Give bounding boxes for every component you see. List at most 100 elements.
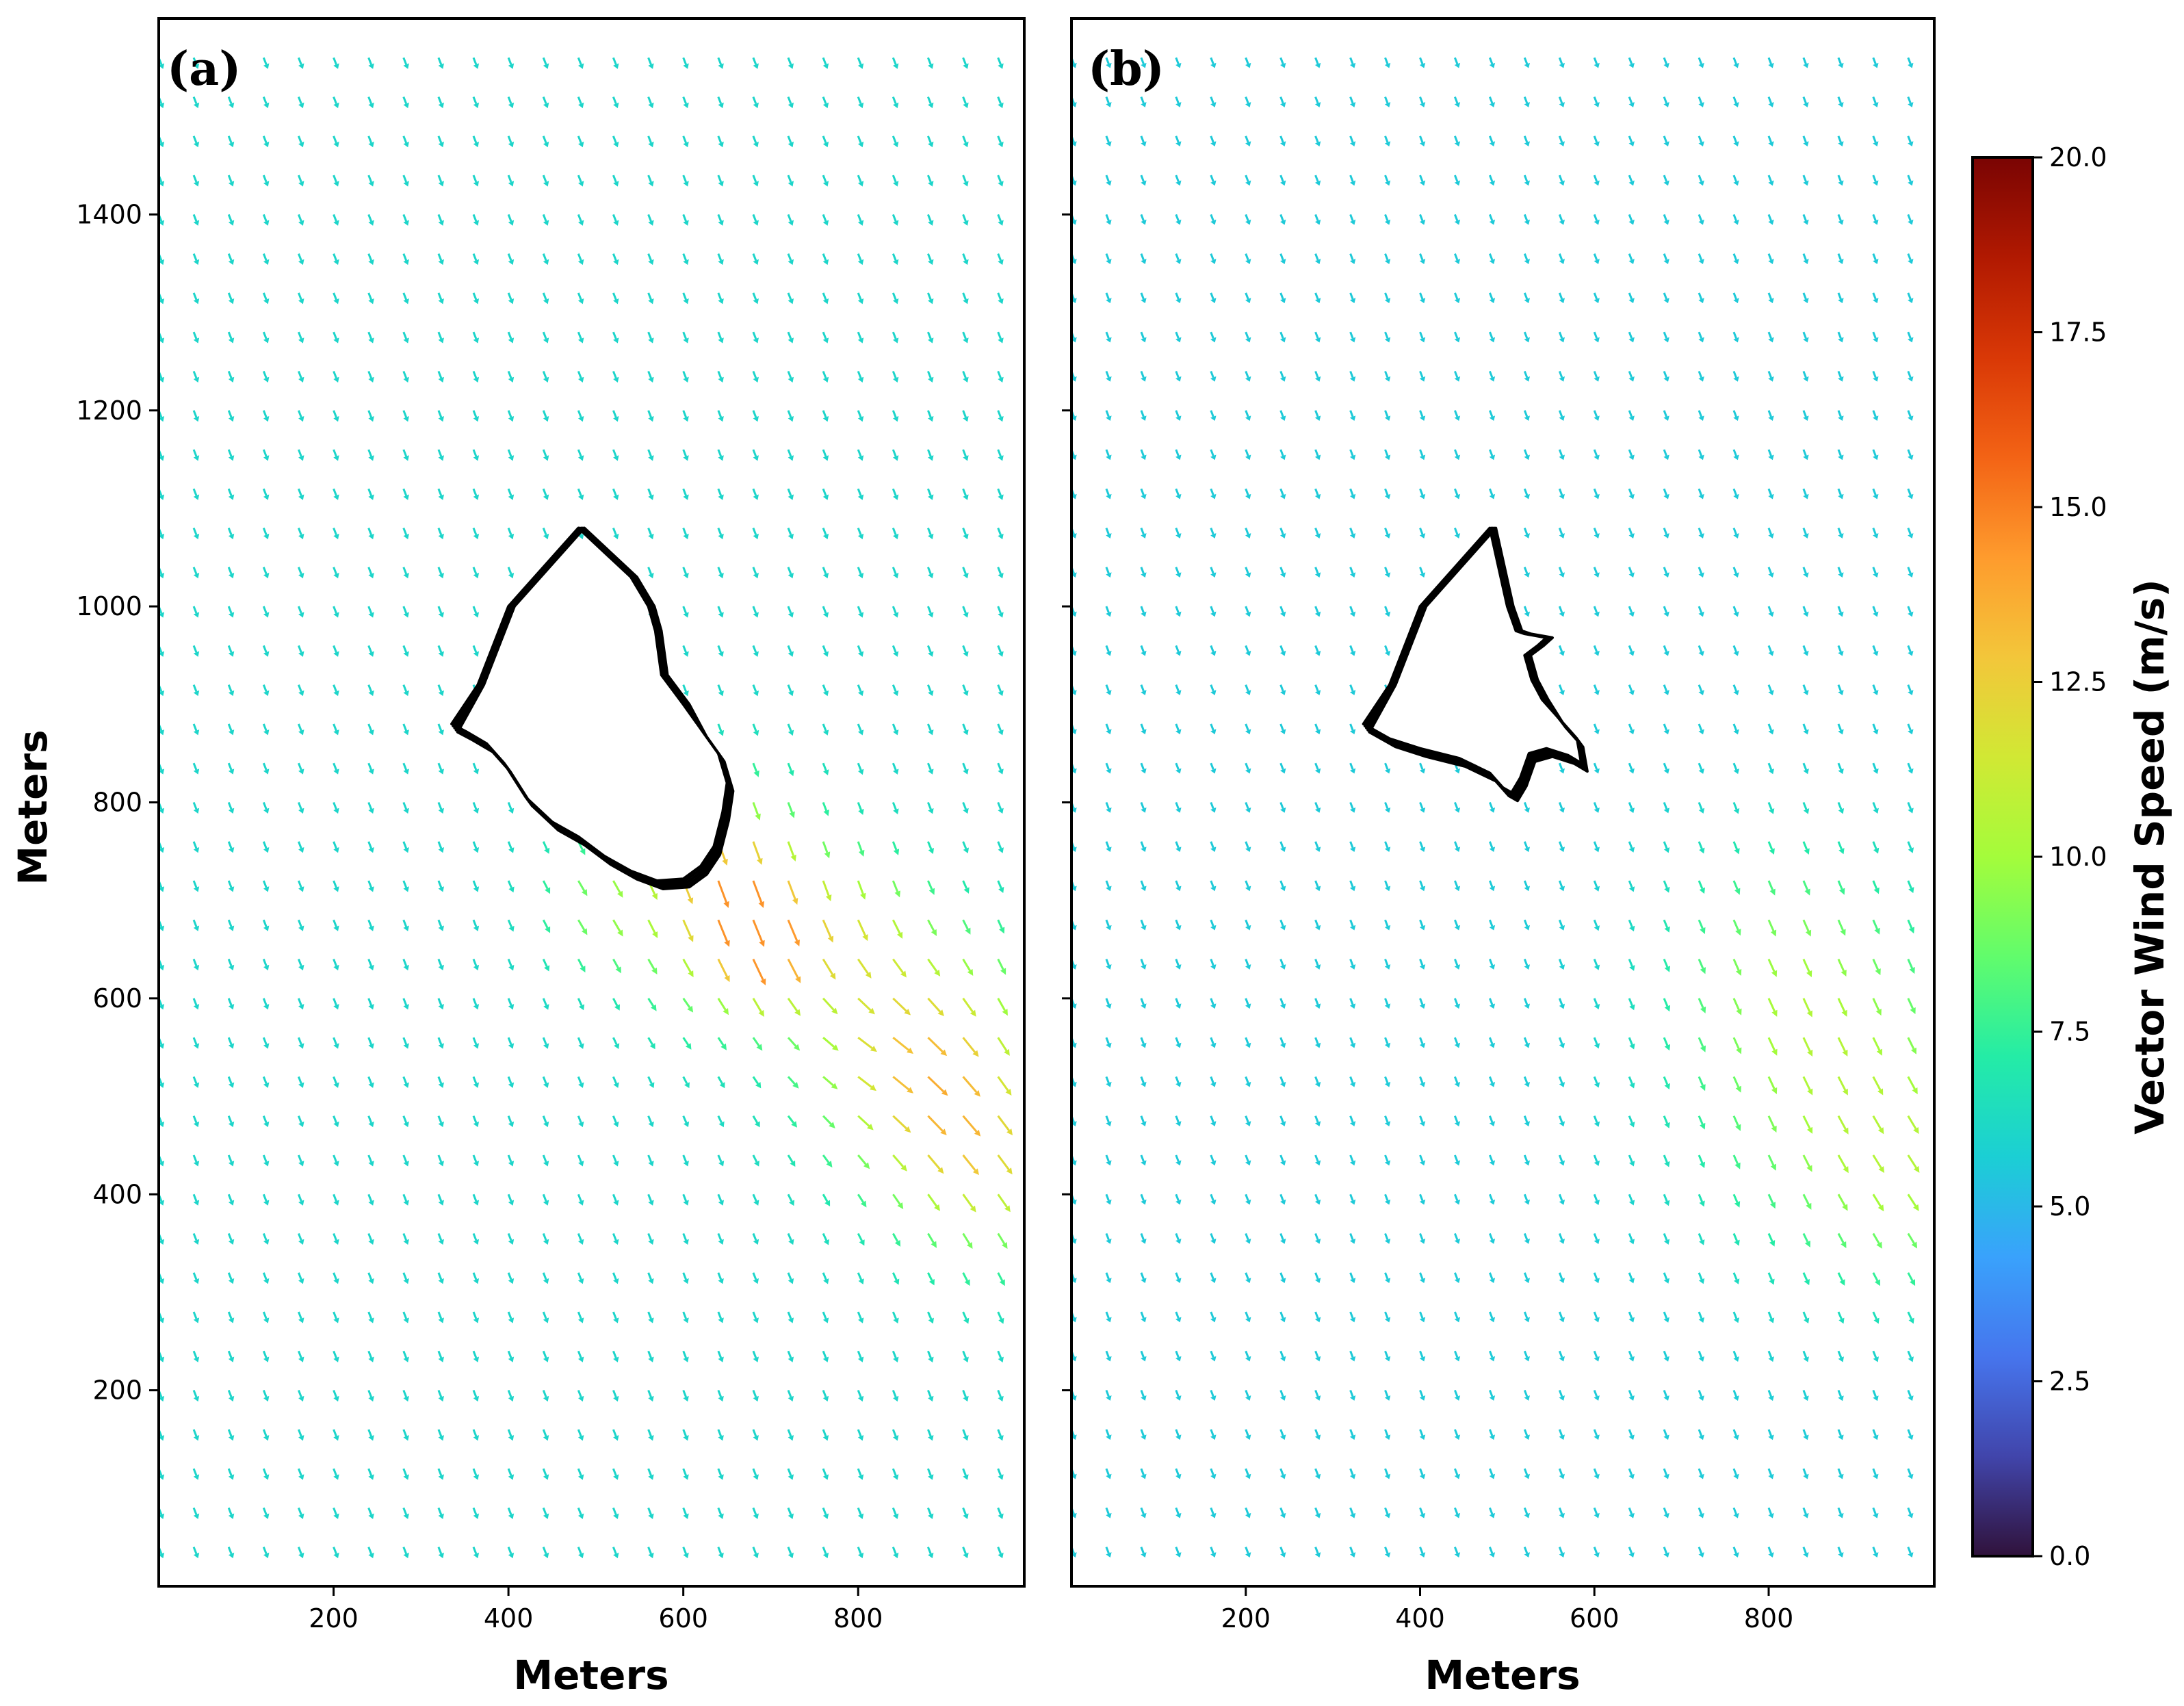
wind-vector — [1872, 1311, 1880, 1324]
wind-vector — [1732, 645, 1739, 656]
wind-vector — [1210, 331, 1217, 343]
wind-vector — [1140, 880, 1147, 892]
wind-vector — [227, 684, 235, 697]
colorbar-tick-label: 15.0 — [2049, 492, 2107, 522]
wind-vector — [1140, 175, 1147, 186]
wind-vector — [997, 841, 1004, 853]
wind-vector — [192, 488, 200, 500]
wind-vector — [1105, 488, 1112, 500]
wind-vector — [472, 1272, 480, 1284]
wind-vector — [1175, 998, 1182, 1009]
wind-vector — [892, 331, 899, 344]
wind-vector — [472, 175, 480, 187]
wind-vector — [437, 135, 444, 148]
wind-vector — [892, 801, 899, 815]
wind-vector — [1628, 214, 1635, 225]
wind-vector — [1314, 410, 1321, 422]
wind-vector — [1140, 998, 1147, 1009]
wind-vector — [787, 175, 794, 187]
wind-vector — [647, 1350, 654, 1362]
wind-vector — [1175, 449, 1182, 461]
wind-vector — [1593, 919, 1600, 931]
wind-vector — [787, 958, 801, 983]
wind-vector — [682, 1076, 690, 1089]
wind-vector — [1175, 684, 1182, 695]
wind-vector — [822, 488, 829, 500]
wind-vector — [787, 1311, 794, 1323]
wind-vector — [437, 801, 444, 814]
wind-vector — [682, 96, 689, 109]
wind-vector — [402, 1468, 409, 1480]
wind-vector — [1453, 214, 1461, 225]
wind-vector — [927, 1350, 934, 1362]
wind-vector — [472, 253, 480, 266]
wind-vector — [1523, 1390, 1531, 1401]
wind-vector — [962, 370, 969, 383]
wind-vector — [542, 1115, 549, 1128]
wind-vector — [472, 1076, 480, 1088]
wind-vector — [822, 331, 829, 344]
wind-vector — [227, 959, 235, 971]
wind-vector — [717, 1350, 724, 1362]
wind-vector — [822, 1311, 829, 1323]
wind-vector — [892, 1193, 904, 1209]
wind-vector — [1105, 801, 1112, 813]
wind-vector — [1314, 1154, 1321, 1166]
wind-vector — [717, 410, 724, 422]
wind-vector — [262, 449, 270, 461]
wind-vector — [1628, 135, 1635, 147]
wind-vector — [962, 801, 969, 814]
wind-vector — [927, 1232, 937, 1248]
wind-vector — [1593, 1037, 1600, 1049]
wind-vector — [1245, 1272, 1251, 1284]
wind-vector — [1523, 1507, 1531, 1518]
wind-vector — [892, 606, 899, 618]
wind-vector — [192, 1115, 200, 1128]
wind-vector — [192, 919, 200, 931]
wind-vector — [367, 1429, 374, 1441]
wind-vector — [822, 292, 829, 305]
wind-vector — [857, 1507, 864, 1519]
wind-vector — [542, 331, 549, 344]
wind-vector — [892, 958, 907, 978]
wind-vector — [1767, 292, 1774, 304]
wind-vector — [1628, 528, 1635, 539]
wind-vector — [192, 1507, 200, 1519]
wind-vector — [1907, 1429, 1914, 1440]
wind-vector — [1070, 96, 1077, 107]
wind-vector — [1593, 214, 1600, 225]
wind-vector — [892, 1272, 900, 1285]
wind-vector — [752, 175, 759, 187]
wind-vector — [1384, 1154, 1391, 1166]
wind-vector — [333, 684, 339, 697]
wind-vector — [962, 1037, 979, 1057]
wind-vector — [717, 606, 724, 618]
wind-vector — [1837, 214, 1844, 225]
wind-vector — [1593, 449, 1600, 461]
wind-vector — [227, 645, 235, 657]
wind-vector — [507, 57, 515, 69]
wind-vector — [612, 1272, 619, 1284]
wind-vector — [1314, 1272, 1321, 1284]
wind-vector — [262, 1507, 270, 1519]
wind-vector — [822, 214, 829, 226]
wind-vector — [333, 919, 339, 931]
wind-vector — [507, 253, 515, 266]
wind-vector — [822, 1193, 831, 1206]
wind-vector — [1872, 567, 1879, 578]
wind-vector — [1245, 175, 1251, 186]
wind-vector — [1488, 449, 1496, 461]
wind-vector — [298, 606, 304, 618]
wind-vector — [682, 645, 689, 657]
wind-vector — [402, 1390, 409, 1402]
wind-vector — [1907, 841, 1914, 853]
wind-vector — [1384, 1429, 1391, 1440]
wind-vector — [402, 449, 409, 461]
wind-vector — [682, 684, 689, 697]
wind-vector — [927, 1547, 934, 1559]
wind-vector — [1175, 253, 1182, 264]
wind-vector — [298, 1076, 304, 1088]
wind-vector — [1593, 488, 1600, 500]
wind-vector — [1210, 135, 1217, 147]
